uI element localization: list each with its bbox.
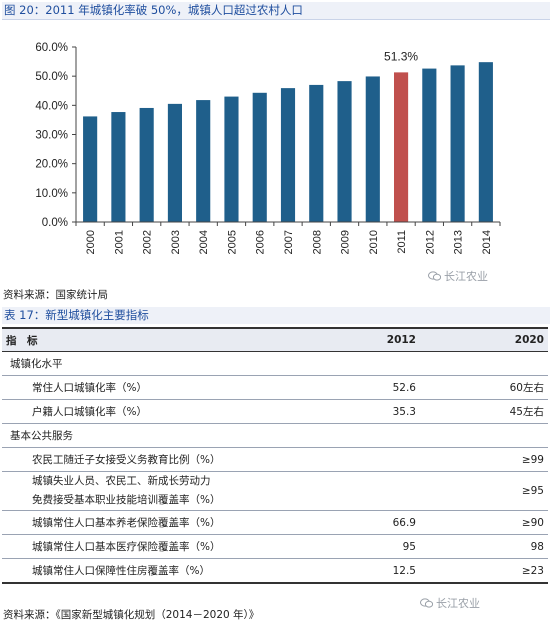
value-2012: 52.6 [352,375,420,400]
row-label: 城镇化水平 [2,351,352,376]
y-tick-label: 40.0% [35,100,68,112]
data-label: 51.3% [384,49,418,63]
table-row: 基本公共服务 [2,423,548,448]
row-label: 城镇失业人员、农民工、新成长劳动力 免费接受基本职业技能培训覆盖率（%） [2,471,352,511]
value-2020: ≥90 [420,510,548,535]
watermark-bottom: 长江农业 [420,595,480,611]
value-2020: 45左右 [420,399,548,424]
value-2020 [420,351,548,376]
y-tick-label: 10.0% [35,188,68,200]
value-2012 [352,471,420,511]
table-row: 城镇常住人口基本养老保险覆盖率（%） 66.9 ≥90 [2,510,548,535]
table-row: 城镇常住人口基本医疗保险覆盖率（%） 95 98 [2,534,548,559]
wechat-icon [428,271,441,281]
x-tick-label: 2007 [283,230,295,254]
bar [196,100,211,222]
watermark: 长江农业 [428,268,488,284]
bar [280,88,296,222]
x-tick-label: 2005 [226,230,238,254]
row-label: 户籍人口城镇化率（%） [2,399,352,424]
bar [111,112,126,222]
x-tick-label: 2009 [340,230,352,254]
x-tick-label: 2012 [424,230,436,254]
y-tick-label: 0.0% [42,217,68,229]
x-tick-label: 2013 [453,230,465,254]
x-tick-label: 2001 [113,230,125,254]
bar-highlight [394,72,409,222]
x-tick-label: 2006 [255,230,267,254]
table-row: 城镇化水平 [2,351,548,376]
x-tick-label: 2014 [481,230,493,254]
value-2020: 98 [420,534,548,559]
bar [422,68,437,222]
x-tick-label: 2000 [85,230,97,254]
row-label-line2: 免费接受基本职业技能培训覆盖率（%） [32,494,221,506]
header-indicator: 指 标 [2,327,352,352]
value-2012: 12.5 [352,558,420,584]
value-2012: 95 [352,534,420,559]
bar [252,92,267,223]
header-2020: 2020 [420,327,548,352]
value-2020: ≥99 [420,447,548,472]
bar-chart: 0.0% 10.0% 20.0% 30.0% 40.0% 50.0% 60.0% 51.3%… [35,42,501,254]
y-tick-label: 20.0% [35,159,68,171]
table-row: 城镇失业人员、农民工、新成长劳动力 免费接受基本职业技能培训覆盖率（%） ≥95 [2,471,548,511]
bar [83,116,98,222]
row-label: 基本公共服务 [2,423,352,448]
bar [337,81,352,222]
bar [450,65,465,222]
watermark-text: 长江农业 [444,270,488,283]
bar [478,62,493,222]
y-tick-label: 30.0% [35,130,68,142]
row-label-line1: 城镇失业人员、农民工、新成长劳动力 [32,475,211,487]
row-label: 农民工随迁子女接受义务教育比例（%） [2,447,352,472]
value-2012 [352,351,420,376]
table-row: 城镇常住人口保障性住房覆盖率（%） 12.5 ≥23 [2,558,548,584]
bar [167,103,182,222]
table-row: 常住人口城镇化率（%） 52.6 60左右 [2,375,548,400]
bars: 51.3% [83,49,493,223]
bar [309,84,324,222]
value-2020: ≥23 [420,558,548,584]
figure-title: 图 20：2011 年城镇化率破 50%，城镇人口超过农村人口 [2,2,550,20]
x-tick-label: 2002 [142,230,154,254]
x-tick-label: 2008 [311,230,323,254]
bar [139,107,154,222]
y-axis: 0.0% 10.0% 20.0% 30.0% 40.0% 50.0% 60.0% [35,42,77,229]
row-label: 城镇常住人口基本医疗保险覆盖率（%） [2,534,352,559]
table-row: 农民工随迁子女接受义务教育比例（%） ≥99 [2,447,548,472]
table-row: 户籍人口城镇化率（%） 35.3 45左右 [2,399,548,424]
x-tick-label: 2010 [368,230,380,254]
row-label: 城镇常住人口保障性住房覆盖率（%） [2,558,352,584]
wechat-icon [420,598,433,608]
x-tick-label: 2004 [198,230,210,254]
indicators-table: 指 标 2012 2020 城镇化水平 常住人口城镇化率（%） 52.6 60左右 户籍… [2,327,548,584]
table-header-row: 指 标 2012 2020 [2,327,548,352]
y-tick-label: 50.0% [35,71,68,83]
value-2020: ≥95 [420,471,548,511]
row-label: 常住人口城镇化率（%） [2,375,352,400]
y-tick-label: 60.0% [35,42,68,54]
x-tick-label: 2011 [396,230,408,254]
x-tick-label: 2003 [170,230,182,254]
table-source: 资料来源：《国家新型城镇化规划（2014－2020 年）》 [3,609,260,621]
row-label: 城镇常住人口基本养老保险覆盖率（%） [2,510,352,535]
header-2012: 2012 [352,327,420,352]
x-axis: 2000 2001 2002 2003 2004 2005 2006 2007 2008 2009… [75,221,501,254]
chart-source: 资料来源：国家统计局 [3,289,108,301]
value-2020: 60左右 [420,375,548,400]
value-2012: 35.3 [352,399,420,424]
watermark-text: 长江农业 [436,597,480,610]
table-title: 表 17：新型城镇化主要指标 [2,307,550,324]
value-2020 [420,423,548,448]
bar [224,96,239,222]
value-2012 [352,423,420,448]
bar [365,76,380,222]
value-2012 [352,447,420,472]
value-2012: 66.9 [352,510,420,535]
